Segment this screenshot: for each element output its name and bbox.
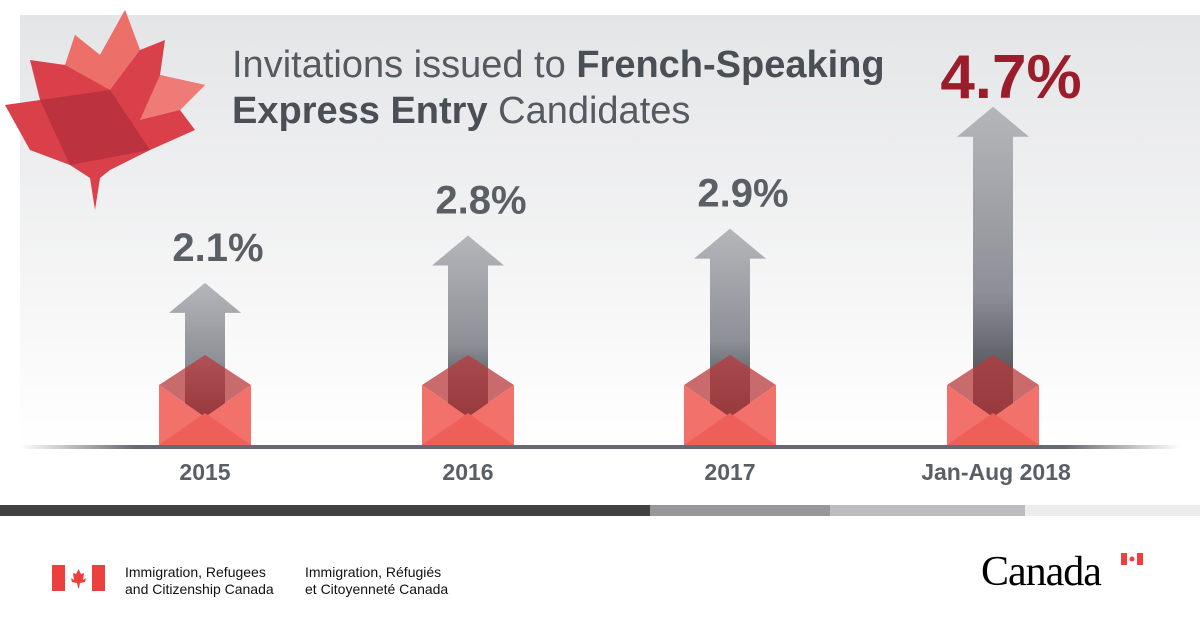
- wordmark-flag-icon: [1121, 553, 1143, 565]
- envelope-flap: [684, 355, 776, 417]
- maple-leaf-logo: [5, 10, 205, 210]
- value-label: 2.1%: [172, 226, 263, 270]
- page-title: Invitations issued to French-Speaking Exp…: [232, 44, 885, 132]
- category-label: 2016: [442, 459, 493, 485]
- envelope-flap: [159, 355, 251, 417]
- envelope-flap: [947, 355, 1039, 417]
- envelope-front-flap: [422, 413, 514, 445]
- envelope-flap: [422, 355, 514, 417]
- value-label: 2.9%: [697, 172, 788, 216]
- department-name-english: Immigration, Refugees and Citizenship Can…: [125, 564, 274, 597]
- envelope-front-flap: [684, 413, 776, 445]
- baseline: [20, 445, 1180, 449]
- department-name-french: Immigration, Réfugiés et Citoyenneté Cana…: [305, 564, 449, 597]
- arrow-mark: [957, 106, 1029, 415]
- envelope-front-flap: [159, 413, 251, 445]
- category-label: Jan-Aug 2018: [921, 459, 1071, 485]
- canada-wordmark: Canada: [981, 549, 1102, 595]
- category-label: 2015: [179, 459, 230, 485]
- envelope-front-flap: [947, 413, 1039, 445]
- value-label: 2.8%: [435, 178, 526, 222]
- footer-bar: [0, 505, 1200, 516]
- category-label: 2017: [704, 459, 755, 485]
- value-label: 4.7%: [940, 43, 1081, 112]
- canada-flag-icon: [52, 565, 105, 591]
